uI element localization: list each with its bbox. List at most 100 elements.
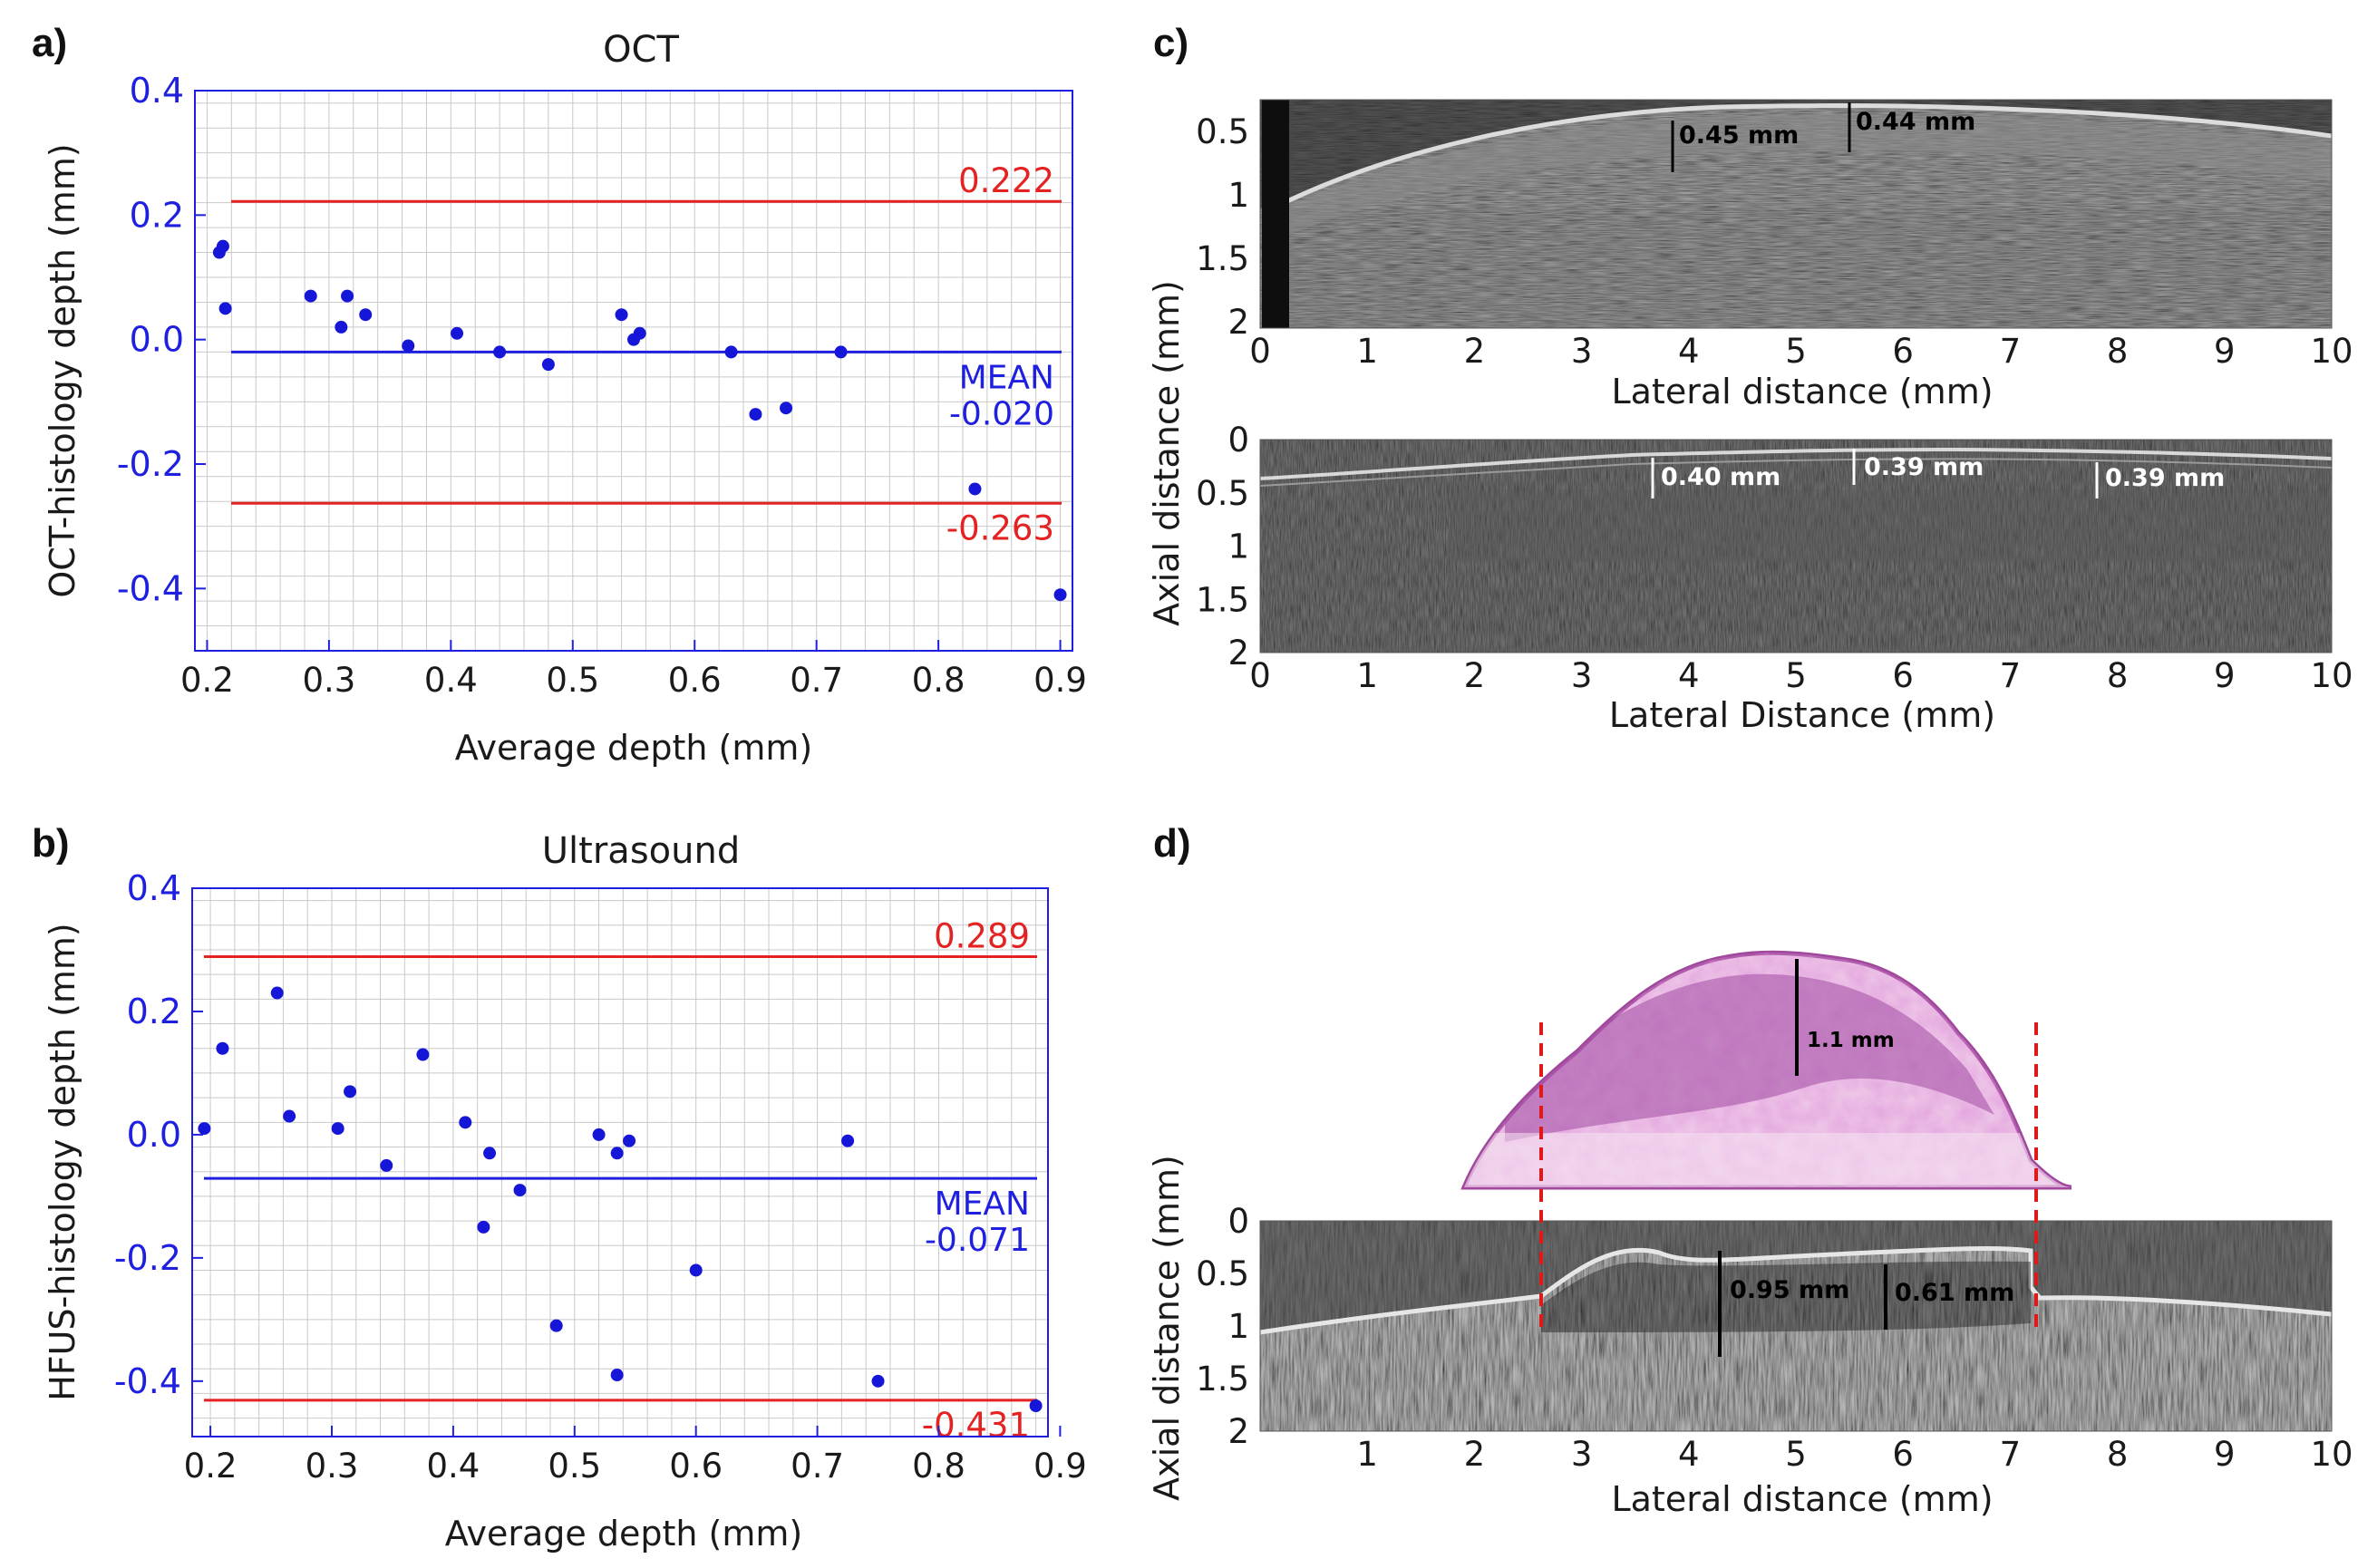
panel-c-top-xtick-label: 2 (1464, 332, 1486, 371)
panel-c-top-xtick-label: 10 (2310, 332, 2353, 371)
measurement-label-d1: 0.95 mm (1730, 1276, 1849, 1304)
chart-b-point (1029, 1399, 1043, 1413)
chart-b-point (477, 1220, 490, 1234)
panel-c-bottom-xtick-label: 1 (1356, 656, 1378, 695)
measurement-label-d2: 0.61 mm (1895, 1279, 2014, 1307)
panel-d-xtick-label: 8 (2107, 1435, 2129, 1474)
chart-b-point (610, 1369, 624, 1382)
chart-a-title: OCT (603, 29, 679, 71)
chart-a-point (724, 345, 738, 359)
chart-a-point (1053, 588, 1067, 602)
chart-b-point (344, 1085, 357, 1099)
chart-b-mean-label: MEAN (935, 1186, 1030, 1223)
panel-c-top-ytick-label: 2 (1227, 303, 1249, 342)
panel-c-bottom-xtick-label: 6 (1892, 656, 1914, 695)
panel-d-ytick-label: 0 (1227, 1202, 1249, 1241)
chart-b-xtick-label: 0.5 (548, 1447, 601, 1486)
panel-c-bottom-xtick-label: 8 (2107, 656, 2129, 695)
panel-d-xtick-label: 2 (1464, 1435, 1486, 1474)
chart-a-point (749, 408, 762, 421)
measurement-label-c1: 0.45 mm (1679, 121, 1799, 150)
chart-b-lower-limit-label: -0.431 (922, 1406, 1030, 1445)
chart-b-point (198, 1122, 211, 1136)
panel-c-top-axis-ticks: 0 1 2 3 4 5 6 7 8 9 10 0.5 1 1.5 2 (1196, 112, 2353, 371)
chart-b-ytick-label: 0.4 (127, 868, 181, 908)
chart-a-ytick-label: 0.4 (130, 71, 184, 111)
panel-c-bottom-xtick-label: 7 (2000, 656, 2022, 695)
panel-c-bottom-ytick-label: 1 (1227, 528, 1249, 566)
panel-c-oct-image: 0.45 mm 0.44 mm (1259, 99, 2333, 329)
chart-b-xtick-label: 0.4 (426, 1447, 480, 1486)
chart-b-point (610, 1147, 624, 1160)
chart-b-plot-frame (191, 887, 1049, 1437)
chart-b-points (198, 986, 1043, 1413)
chart-a-point (451, 326, 464, 340)
panel-label-a: a) (32, 21, 67, 65)
chart-a-xtick-label: 0.2 (180, 661, 234, 700)
panel-c-bottom-axis-ticks: 0 1 2 3 4 5 6 7 8 9 10 0 0.5 1 1.5 2 (1196, 421, 2353, 695)
chart-b-point (331, 1122, 344, 1136)
chart-a-points (212, 239, 1067, 602)
chart-a-xtick-label: 0.6 (668, 661, 722, 700)
panel-d-axis-ticks: 1 2 3 4 5 6 7 8 9 10 0 0.5 1 1.5 2 (1196, 1202, 2353, 1474)
chart-b-grid (192, 888, 1048, 1437)
measurement-label-c5: 0.39 mm (2105, 464, 2225, 492)
chart-a-xtick-label: 0.5 (546, 661, 599, 700)
chart-b-ytick-label: 0.2 (127, 992, 181, 1031)
panel-d-histology-image: 1.1 mm (1460, 950, 2072, 1190)
panel-c-bottom-ytick-label: 2 (1227, 634, 1249, 673)
chart-b-point (216, 1041, 229, 1055)
chart-a-point (493, 345, 507, 359)
measurement-label-d-histology: 1.1 mm (1807, 1029, 1895, 1052)
chart-b-xtick-label: 0.2 (184, 1447, 238, 1486)
chart-b-point (513, 1184, 527, 1197)
panel-c-bottom-ytick-label: 0.5 (1196, 474, 1249, 513)
panel-c-top-xtick-label: 3 (1571, 332, 1593, 371)
chart-a-point (341, 289, 354, 303)
chart-b-point (416, 1048, 430, 1061)
chart-a-xtick-label: 0.3 (302, 661, 355, 700)
chart-b-ultrasound: 0.289 -0.431 MEAN-0.071 0.2 0.3 0.4 0.5 0.6 0.7… (43, 830, 1087, 1553)
panel-c-top-ytick-label: 1.5 (1196, 239, 1249, 278)
chart-a-xtick-label: 0.8 (912, 661, 965, 700)
chart-a-upper-limit-label: 0.222 (958, 161, 1054, 200)
panel-label-b: b) (32, 821, 70, 866)
panel-label-c: c) (1153, 21, 1188, 65)
panel-d-ytick-label: 1.5 (1196, 1360, 1249, 1399)
panel-d-oct-image: 0.95 mm 0.61 mm (1259, 1220, 2333, 1432)
panel-c-bottom-ytick-label: 0 (1227, 421, 1249, 460)
panel-d-xlabel: Lateral distance (mm) (1611, 1479, 1993, 1519)
chart-a-ylabel: OCT-histology depth (mm) (43, 143, 82, 597)
panel-c-bottom-xtick-label: 10 (2310, 656, 2353, 695)
chart-a-reference-lines: 0.222 -0.263 MEAN-0.020 (231, 161, 1062, 547)
chart-a-plot-frame (194, 90, 1073, 652)
panel-d-xtick-label: 1 (1356, 1435, 1378, 1474)
chart-b-xtick-label: 0.7 (791, 1447, 844, 1486)
chart-a-xtick-label: 0.7 (790, 661, 843, 700)
chart-a-ytick-label: -0.4 (117, 568, 184, 608)
panel-c-ylabel: Axial distance (mm) (1147, 280, 1187, 626)
chart-b-point (483, 1147, 497, 1160)
chart-b-point (841, 1134, 855, 1147)
panel-d-xtick-label: 9 (2214, 1435, 2236, 1474)
panel-c-bottom-ytick-label: 1.5 (1196, 580, 1249, 619)
panel-c-ultrasound-image: 0.40 mm 0.39 mm 0.39 mm (1259, 439, 2333, 653)
measurement-label-c2: 0.44 mm (1856, 108, 1975, 136)
chart-a-point (335, 320, 348, 334)
panel-c-bottom-xtick-label: 4 (1678, 656, 1700, 695)
chart-b-xlabel: Average depth (mm) (445, 1514, 803, 1553)
chart-a-lower-limit-label: -0.263 (946, 508, 1054, 547)
chart-b-point (689, 1263, 703, 1277)
chart-b-upper-limit-label: 0.289 (934, 916, 1030, 955)
measurement-label-c3: 0.40 mm (1661, 463, 1780, 491)
chart-a-xlabel: Average depth (mm) (455, 728, 813, 768)
measurement-label-c4: 0.39 mm (1864, 453, 1984, 481)
panel-c-top-ytick-label: 1 (1227, 176, 1249, 215)
chart-b-xtick-label: 0.3 (306, 1447, 359, 1486)
panel-c-top-xtick-label: 9 (2214, 332, 2236, 371)
panel-d-ytick-label: 2 (1227, 1412, 1249, 1451)
chart-b-mean-value: -0.071 (925, 1222, 1030, 1259)
chart-a-oct: 0.222 -0.263 MEAN-0.020 0.2 0.3 0.4 0.5 0.6 0.7… (43, 29, 1087, 768)
chart-a-grid (195, 91, 1072, 652)
chart-b-xtick-label: 0.8 (912, 1447, 965, 1486)
